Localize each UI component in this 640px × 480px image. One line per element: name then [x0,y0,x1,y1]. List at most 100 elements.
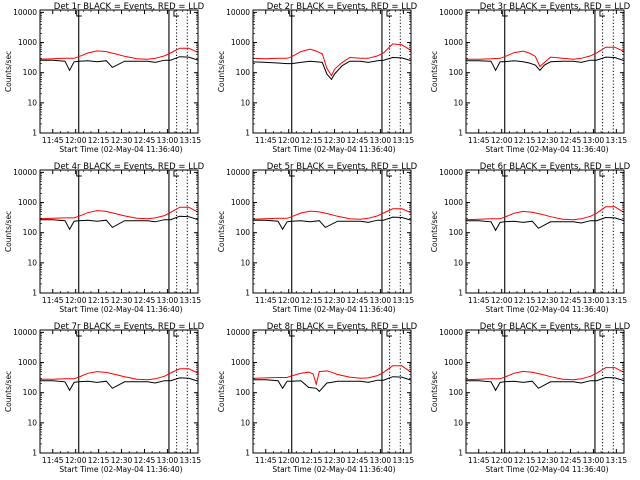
x-tick-label: 11:45 [42,136,64,145]
y-tick-label: 10000 [226,328,250,337]
x-tick-label: 13:15 [180,296,202,305]
x-tick-label: 13:15 [393,456,415,465]
x-axis-label: Start Time (02-May-04 11:36:40) [272,465,395,474]
y-tick-label: 10000 [439,328,463,337]
plot-frame [465,9,625,134]
y-tick-label: 10000 [13,8,37,17]
marker-flag [599,331,605,337]
y-tick-label: 10 [240,98,250,107]
marker-flag [386,171,392,177]
x-axis-label: Start Time (02-May-04 11:36:40) [272,145,395,154]
x-tick-label: 12:15 [301,296,323,305]
series-line-lld [40,368,198,381]
y-tick-label: 1000 [231,358,250,367]
y-tick-label: 10000 [226,8,250,17]
panel-det-2: Det 2r BLACK = Events, RED = LLD 1 10 100 10… [217,2,418,154]
y-tick-label: 1000 [18,38,37,47]
y-tick-label: 10 [27,98,37,107]
x-tick-label: 12:45 [347,296,369,305]
series-line-lld [253,43,411,77]
x-tick-label: 12:30 [111,296,133,305]
marker-flag [173,331,179,337]
marker-flag [386,11,392,17]
y-axis-label: Counts/sec [430,51,439,92]
y-tick-label: 10 [453,418,463,427]
x-tick-label: 13:00 [583,296,605,305]
x-tick-label: 12:30 [537,456,559,465]
y-tick-label: 100 [449,388,464,397]
x-tick-label: 11:45 [468,136,490,145]
x-tick-label: 12:00 [278,136,300,145]
y-tick-label: 100 [23,228,38,237]
panel-title: Det 1r BLACK = Events, RED = LLD [54,2,205,12]
plot-frame [252,329,412,454]
x-tick-label: 12:00 [65,456,87,465]
x-tick-label: 13:00 [370,136,392,145]
x-tick-label: 12:30 [111,456,133,465]
series-line-lld [253,208,411,220]
x-tick-label: 12:30 [324,456,346,465]
x-tick-label: 12:45 [347,456,369,465]
x-axis-label: Start Time (02-May-04 11:36:40) [272,305,395,314]
panel-det-9: Det 9r BLACK = Events, RED = LLD 1 10 100 10… [430,322,631,474]
marker-flag [76,11,82,17]
x-tick-label: 12:00 [491,296,513,305]
y-tick-label: 1 [458,289,463,298]
x-tick-label: 13:15 [393,296,415,305]
panel-title: Det 3r BLACK = Events, RED = LLD [480,2,631,12]
x-tick-label: 12:45 [560,456,582,465]
marker-flag [502,11,508,17]
plot-frame [39,329,199,454]
y-tick-label: 100 [449,228,464,237]
x-tick-label: 12:45 [134,136,156,145]
y-tick-label: 1 [32,129,37,138]
x-tick-label: 12:30 [537,136,559,145]
series-line-lld [253,365,411,387]
x-tick-label: 13:00 [370,296,392,305]
y-tick-label: 10 [240,418,250,427]
y-tick-label: 100 [23,68,38,77]
x-tick-label: 11:45 [468,296,490,305]
series-line-events [253,56,411,81]
y-tick-label: 1000 [231,38,250,47]
x-tick-label: 13:15 [180,456,202,465]
x-tick-label: 13:15 [606,456,628,465]
y-tick-label: 100 [23,388,38,397]
y-tick-label: 1 [32,449,37,458]
y-tick-label: 10 [27,418,37,427]
panel-det-1: Det 1r BLACK = Events, RED = LLD 1 10 100 10… [4,2,205,154]
x-tick-label: 11:45 [42,296,64,305]
marker-flag [386,331,392,337]
x-tick-label: 12:30 [111,136,133,145]
y-tick-label: 10000 [439,8,463,17]
y-tick-label: 10000 [13,328,37,337]
panel-title: Det 5r BLACK = Events, RED = LLD [267,162,418,172]
x-tick-label: 12:45 [560,296,582,305]
y-tick-label: 1000 [18,198,37,207]
y-tick-label: 100 [236,228,251,237]
y-tick-label: 1000 [444,358,463,367]
y-tick-label: 1 [245,129,250,138]
x-tick-label: 11:45 [42,456,64,465]
y-axis-label: Counts/sec [217,371,226,412]
x-tick-label: 12:15 [88,136,110,145]
x-axis-label: Start Time (02-May-04 11:36:40) [485,305,608,314]
y-tick-label: 1000 [18,358,37,367]
x-tick-label: 11:45 [255,136,277,145]
series-line-events [40,56,198,72]
panel-det-6: Det 6r BLACK = Events, RED = LLD 1 10 100 10… [430,162,631,314]
plot-frame [252,169,412,294]
y-tick-label: 10 [240,258,250,267]
x-tick-label: 13:15 [606,136,628,145]
panel-det-8: Det 8r BLACK = Events, RED = LLD 1 10 100 10… [217,322,418,474]
x-axis-label: Start Time (02-May-04 11:36:40) [485,465,608,474]
marker-flag [599,171,605,177]
y-axis-label: Counts/sec [430,211,439,252]
y-tick-label: 10000 [439,168,463,177]
y-tick-label: 1 [245,449,250,458]
x-tick-label: 12:00 [491,456,513,465]
series-line-events [40,377,198,392]
series-line-events [253,216,411,231]
series-line-lld [40,47,198,60]
marker-flag [173,11,179,17]
